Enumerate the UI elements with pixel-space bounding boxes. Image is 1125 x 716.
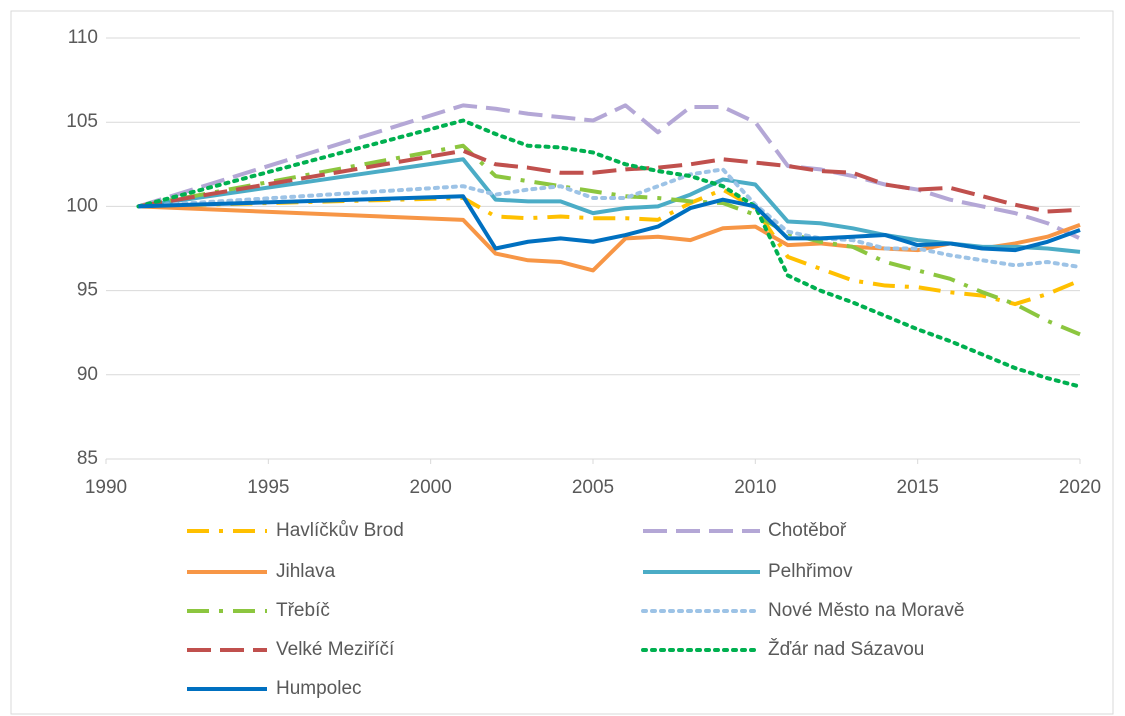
y-tick-label: 110 [68, 27, 98, 48]
series-line [138, 194, 1081, 253]
y-tick-label: 105 [66, 111, 98, 132]
chart-frame [10, 10, 1114, 715]
y-tick-label: 90 [77, 364, 98, 385]
x-tick-label: 2010 [734, 477, 776, 498]
legend-label: Jihlava [276, 561, 336, 582]
y-tick-label: 95 [77, 280, 98, 301]
legend-label: Žďár nad Sázavou [768, 638, 924, 660]
x-tick-label: 1990 [85, 477, 127, 498]
legend-label: Havlíčkův Brod [276, 520, 404, 541]
legend-label: Třebíč [276, 600, 330, 621]
legend-label: Pelhřimov [768, 561, 853, 582]
y-tick-label: 85 [77, 448, 98, 469]
y-tick-label: 100 [66, 195, 98, 216]
series-line [137, 103, 1081, 241]
legend-label: Humpolec [276, 678, 362, 699]
x-tick-label: 2015 [897, 477, 939, 498]
x-tick-label: 1995 [247, 477, 289, 498]
legend-label: Nové Město na Moravě [768, 600, 964, 621]
series-line [138, 148, 1081, 214]
x-tick-label: 2000 [410, 477, 452, 498]
legend-label: Velké Meziříčí [276, 639, 395, 660]
x-tick-label: 2020 [1059, 477, 1101, 498]
series-line [138, 143, 1081, 337]
x-tick-label: 2005 [572, 477, 614, 498]
legend-label: Chotěboř [768, 520, 847, 541]
